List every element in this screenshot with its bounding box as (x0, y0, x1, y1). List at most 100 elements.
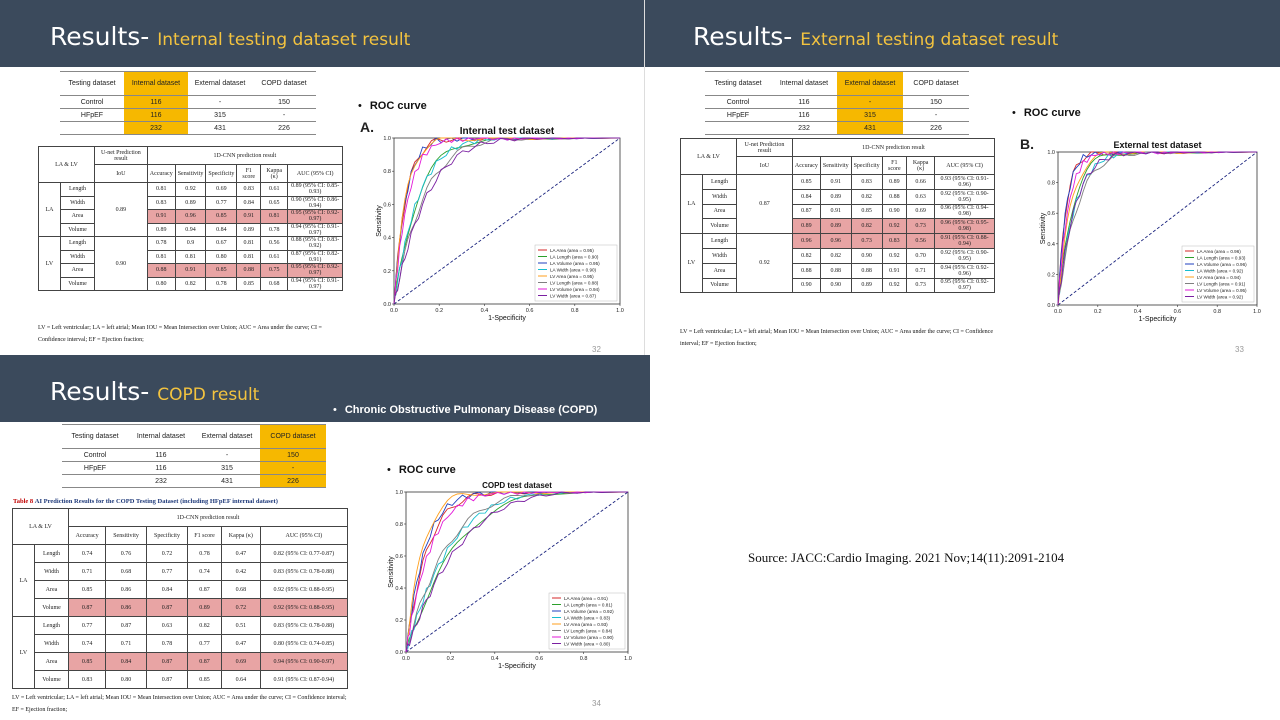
value-cell: 0.90 (791, 277, 821, 294)
roc-chart-internal: Internal test dataset 0.00.0 0.2 0.2 0.4 0.4 0… (376, 126, 624, 322)
value-cell: 0.88 (791, 262, 821, 279)
chart-title: External test dataset (1113, 140, 1201, 150)
row-label: Width (34, 562, 69, 581)
row-label: Length (702, 174, 737, 190)
value-cell: 0.88 (236, 263, 262, 278)
value-cell: 0.96 (819, 233, 852, 249)
y-axis-label: Sensitivity (376, 205, 383, 237)
x-tick-label: 0.4 (491, 656, 499, 662)
value-cell: 0.61 (260, 182, 289, 197)
cell: Control (60, 95, 124, 109)
value-cell: 0.72 (145, 544, 189, 563)
legend-label: LV Width (area = 0.87) (550, 293, 596, 298)
value-cell: 0.87 (145, 670, 189, 689)
cell: 232 (771, 121, 837, 135)
roc-series-line (405, 491, 629, 653)
value-cell: 0.87 (791, 203, 821, 220)
results-table: LA & LV U-net Prediction result 1D-CNN pre… (38, 146, 344, 291)
value-cell: 0.84 (236, 195, 262, 210)
page-number: 32 (592, 345, 601, 354)
cell: 226 (903, 121, 969, 135)
value-cell: 0.82 (850, 188, 883, 205)
value-cell: 0.71 (906, 262, 936, 279)
value-cell: 0.78 (187, 544, 222, 563)
legend-label: LA Length (area = 0.90) (550, 254, 599, 259)
roc-chart-external: External test dataset 0.00.0 0.2 0.2 0.4 0.4 0… (1040, 140, 1261, 323)
x-tick-label: 1.0 (616, 308, 624, 314)
header-cell: LA & LV (12, 508, 69, 545)
value-cell: 0.66 (906, 174, 936, 190)
value-cell: 0.83 (236, 182, 262, 197)
cell: 150 (903, 95, 969, 109)
cell: - (837, 95, 903, 109)
group-cell: LV (680, 233, 703, 294)
value-cell: 0.82 (95% CI: 0.77-0.87) (259, 544, 349, 563)
row-label: Area (702, 203, 737, 220)
y-axis-label: Sensitivity (1040, 212, 1047, 244)
value-cell: 0.89 (146, 222, 176, 237)
cell: Internal dataset (128, 424, 194, 449)
value-cell: 0.92 (95% CI: 0.88-0.95) (259, 598, 349, 617)
legend-label: LA Width (area = 0.83) (564, 615, 611, 620)
x-tick-label: 0.0 (1054, 309, 1062, 315)
table-row: Area 0.88 0.88 0.88 0.91 0.71 0.94 (95% CI: 0.… (681, 262, 995, 279)
value-cell: 0.63 (145, 616, 189, 635)
y-tick-label: 1.0 (1047, 150, 1055, 156)
legend-label: LV Width (area = 0.80) (564, 641, 610, 646)
value-cell: 0.77 (67, 616, 107, 635)
table-row: Volume 0.90 0.90 0.89 0.92 0.73 0.95 (95% CI: … (681, 277, 995, 294)
roc-series-line (1057, 151, 1257, 306)
value-cell: 0.72 (220, 598, 261, 617)
header-cell: F1 score (187, 526, 222, 545)
value-cell: 0.78 (146, 236, 176, 251)
legend-label: LV Volume (area = 0.90) (564, 635, 614, 640)
x-tick-label: 0.6 (526, 308, 534, 314)
header-cell: Specificity (205, 164, 238, 183)
iou-cell: 0.90 (94, 236, 148, 291)
value-cell: 0.74 (187, 562, 222, 581)
row-label: Width (702, 188, 737, 205)
value-cell: 0.87 (145, 652, 189, 671)
x-tick-label: 0.4 (1134, 309, 1142, 315)
cell (705, 121, 771, 135)
header-cell: AUC (95% CI) (934, 156, 995, 175)
header-cell: F1 score (236, 164, 262, 183)
header-cell: IoU (94, 164, 148, 183)
value-cell: 0.64 (220, 670, 261, 689)
row-label: Width (702, 247, 737, 264)
page-number: 33 (1235, 345, 1244, 354)
cell: Internal dataset (124, 71, 188, 96)
slide-title: Results- External testing dataset result (693, 22, 1059, 51)
value-cell: 0.73 (906, 277, 936, 294)
cell: 315 (837, 108, 903, 122)
value-cell: 0.91 (146, 209, 176, 224)
value-cell: 0.89 (174, 195, 207, 210)
table-row: Area 0.91 0.96 0.85 0.91 0.81 0.95 (95% CI: 0.… (39, 209, 343, 224)
slide-copd: Results- COPD result Chronic Obstructive… (0, 355, 650, 720)
value-cell: 0.88 (146, 263, 176, 278)
chart-title: Internal test dataset (460, 126, 555, 137)
roc-series-line (393, 137, 620, 305)
y-tick-label: 0.2 (395, 618, 403, 624)
row-label: Area (702, 262, 737, 279)
cell: 116 (128, 448, 194, 462)
value-cell: 0.96 (791, 233, 821, 249)
legend-label: LV Area (area = 0.95) (550, 274, 594, 279)
table-row: Area 0.85 0.86 0.84 0.87 0.68 0.92 (95% CI: 0.… (13, 580, 349, 599)
table-footnote: LV = Left ventricular; LA = left atrial;… (12, 695, 347, 713)
value-cell: 0.89 (95% CI: 0.85-0.93) (287, 182, 343, 197)
dataset-table: Testing dataset Internal dataset Externa… (62, 424, 326, 488)
value-cell: 0.80 (146, 276, 176, 291)
y-tick-label: 0.0 (395, 650, 403, 656)
roc-series-line (405, 491, 628, 653)
value-cell: 0.91 (95% CI: 0.88-0.94) (934, 233, 995, 249)
header-cell: Accuracy (146, 164, 176, 183)
legend-label: LA Volume (area = 0.95) (550, 261, 600, 266)
value-cell: 0.82 (850, 218, 883, 235)
value-cell: 0.73 (850, 233, 883, 249)
value-cell: 0.87 (67, 598, 107, 617)
y-tick-label: 0.6 (383, 202, 391, 208)
cell: 116 (124, 95, 188, 109)
y-tick-label: 1.0 (383, 136, 391, 142)
table-row: LV Length 0.92 0.96 0.96 0.73 0.83 0.56 0.91 (95… (680, 233, 995, 294)
